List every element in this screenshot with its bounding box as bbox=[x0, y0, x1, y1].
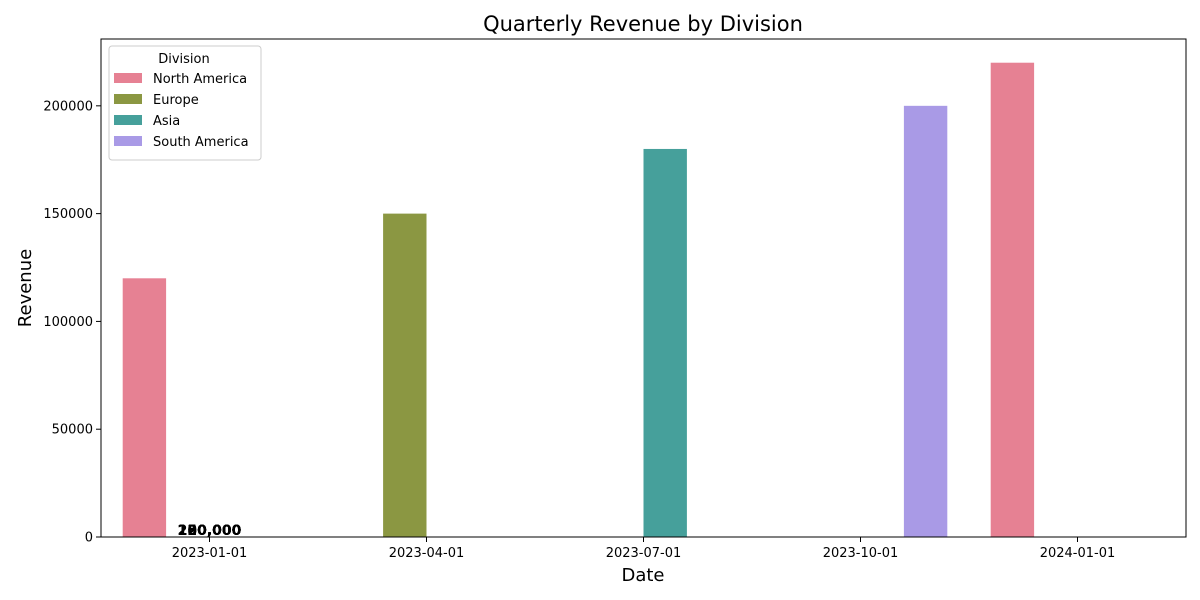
bar-south-america-2023-10-01 bbox=[903, 105, 948, 537]
legend-box bbox=[108, 45, 262, 161]
bar-asia-2023-07-01 bbox=[643, 148, 687, 537]
legend-label: Asia bbox=[153, 114, 180, 129]
legend-label: South America bbox=[153, 135, 249, 150]
bar-value-label: 220,000 bbox=[178, 523, 242, 539]
y-axis-title: Revenue bbox=[15, 249, 36, 327]
legend-label: Europe bbox=[153, 93, 199, 108]
legend-title: Division bbox=[158, 52, 210, 67]
bar-value-label: 180,000 bbox=[178, 523, 242, 539]
legend-swatch bbox=[114, 73, 142, 83]
x-tick-label: 2023-01-01 bbox=[172, 546, 248, 561]
y-tick-label: 100000 bbox=[43, 315, 93, 330]
bar-europe-2023-04-01 bbox=[383, 213, 427, 537]
legend-label: North America bbox=[153, 72, 247, 87]
y-tick-label: 200000 bbox=[43, 99, 93, 114]
legend-swatch bbox=[114, 115, 142, 125]
x-tick-label: 2023-04-01 bbox=[389, 546, 465, 561]
x-axis-title: Date bbox=[621, 565, 664, 586]
legend: Division North America Europe Asia South Ame… bbox=[108, 45, 262, 161]
plot-frame bbox=[100, 38, 1187, 538]
x-tick-label: 2024-01-01 bbox=[1040, 546, 1116, 561]
bar-value-label: 120,000 bbox=[178, 523, 242, 539]
y-tick-label: 0 bbox=[85, 531, 93, 546]
legend-swatch bbox=[114, 94, 142, 104]
bar-value-label: 150,000 bbox=[178, 523, 242, 539]
y-tick-label: 50000 bbox=[52, 423, 93, 438]
x-tick-label: 2023-10-01 bbox=[823, 546, 899, 561]
y-tick-label: 150000 bbox=[43, 207, 93, 222]
chart-title: Quarterly Revenue by Division bbox=[483, 12, 803, 36]
bar-value-label: 200,000 bbox=[178, 523, 242, 539]
x-tick-label: 2023-07-01 bbox=[606, 546, 682, 561]
legend-swatch bbox=[114, 136, 142, 146]
bar-north-america-2024-01-01 bbox=[990, 62, 1035, 538]
bar-north-america-2023-01-01 bbox=[122, 278, 167, 537]
